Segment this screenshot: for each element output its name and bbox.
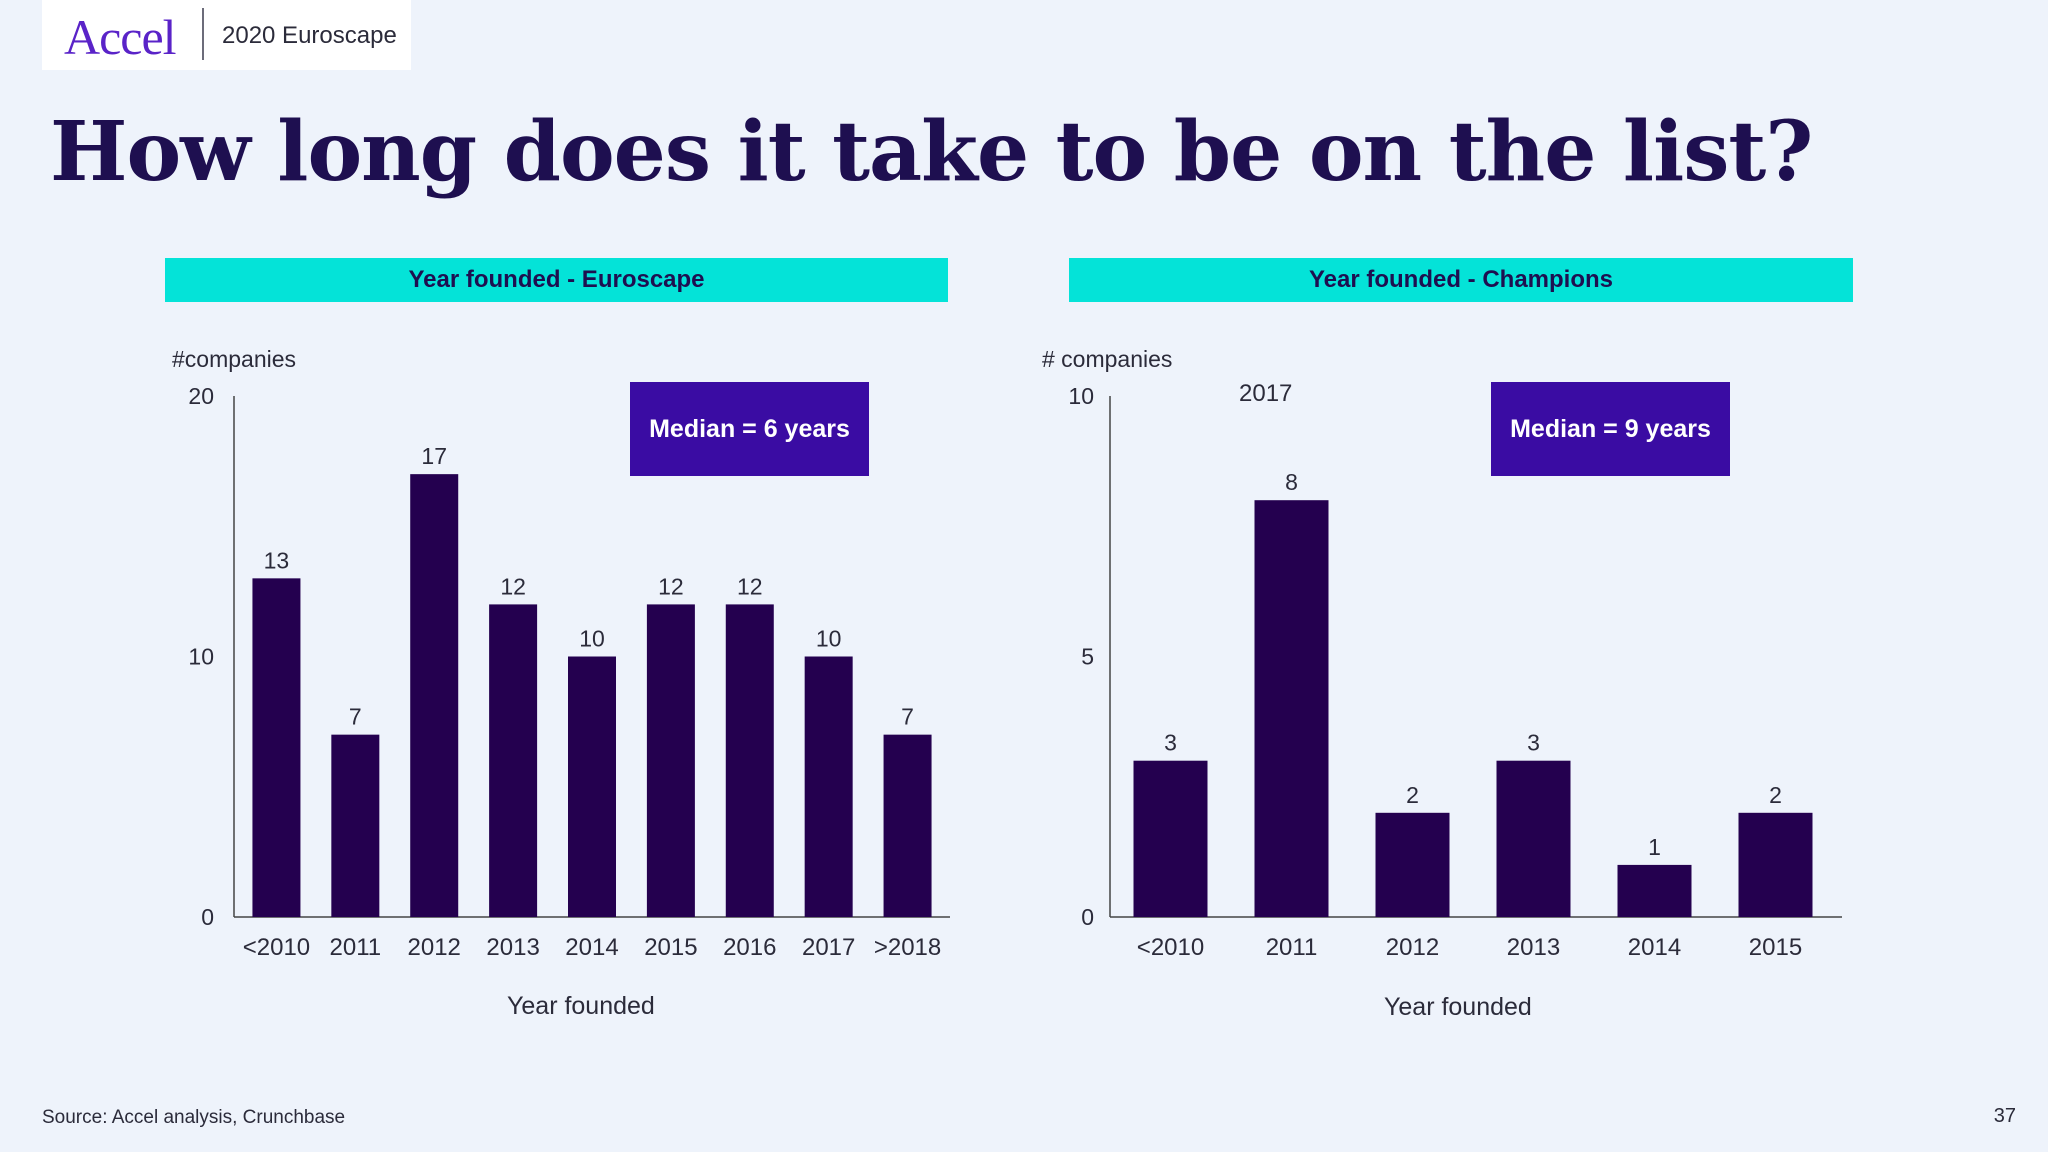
chart-2-x-tick: 2014 (1628, 934, 1681, 961)
chart-1-bar (489, 604, 538, 917)
chart-2-bar (1738, 812, 1813, 917)
chart-1-x-tick: 2012 (408, 934, 461, 961)
chart-1-data-label: 12 (737, 573, 763, 599)
chart-1-x-tick: 2017 (802, 934, 855, 961)
chart-2-data-label: 3 (1527, 730, 1540, 756)
chart-1-data-label: 10 (579, 626, 605, 652)
header-divider (202, 8, 204, 60)
chart-1-x-tick: 2014 (565, 934, 618, 961)
chart-1-bar (331, 734, 380, 917)
chart-2-bar (1617, 864, 1692, 917)
chart-1-bar (410, 474, 459, 917)
chart-2-data-label: 8 (1285, 469, 1298, 495)
chart-2-bar (1375, 812, 1450, 917)
chart-1-bar (725, 604, 774, 917)
chart-1-data-label: 13 (264, 547, 290, 573)
chart-1-y-tick: 10 (188, 644, 214, 670)
chart-2-data-label: 2 (1769, 782, 1782, 808)
chart-1-x-tick: <2010 (243, 934, 310, 961)
chart-2-data-label: 1 (1648, 834, 1661, 860)
chart-2-x-tick: <2010 (1137, 934, 1204, 961)
chart-2-x-tick: 2013 (1507, 934, 1560, 961)
chart-1-median-box: Median = 6 years (630, 382, 869, 476)
footer-source: Source: Accel analysis, Crunchbase (42, 1107, 346, 1128)
chart-2-y-tick: 10 (1068, 383, 1094, 409)
chart-1-data-label: 12 (658, 573, 684, 599)
chart-2-median-box: Median = 9 years (1491, 382, 1730, 476)
chart-2-xlabel: Year founded (1384, 993, 1532, 1021)
chart-1-title-banner: Year founded - Euroscape (165, 258, 948, 302)
chart-1-ylabel: #companies (172, 346, 297, 372)
chart-1-x-tick: 2011 (330, 934, 382, 961)
chart-2-x-tick: 2011 (1266, 934, 1318, 961)
header-box (42, 0, 411, 70)
chart-1-data-label: 12 (500, 573, 526, 599)
chart-2-x-tick: 2012 (1386, 934, 1439, 961)
chart-1-bar (883, 734, 932, 917)
chart-1-bar (252, 578, 301, 917)
accel-logo: Accel (64, 9, 177, 65)
chart-2-bar (1496, 760, 1571, 917)
chart-1-bar (804, 656, 853, 917)
chart-1-x-tick: 2016 (723, 934, 776, 961)
chart-1-data-label: 10 (816, 626, 842, 652)
chart-1-x-tick: 2013 (486, 934, 539, 961)
chart-1-xlabel: Year founded (507, 992, 655, 1020)
chart-2-data-label: 2 (1406, 782, 1419, 808)
chart-2-title-banner: Year founded - Champions (1069, 258, 1853, 302)
chart-1-bar (568, 656, 616, 917)
chart-2-data-label: 3 (1164, 730, 1177, 756)
chart-2-bar (1254, 500, 1329, 917)
chart-2-y-tick: 0 (1081, 904, 1094, 930)
deck-name: 2020 Euroscape (222, 22, 397, 49)
chart-1-y-tick: 20 (188, 383, 214, 409)
page-number: 37 (1993, 1105, 2016, 1127)
chart-2-x-tick: 2015 (1749, 934, 1802, 961)
chart-1-data-label: 7 (901, 704, 914, 730)
chart-1-x-tick: 2015 (644, 934, 697, 961)
chart-2-ylabel: # companies (1042, 346, 1173, 372)
chart-2-bar (1133, 760, 1208, 917)
chart-1-y-tick: 0 (201, 904, 214, 930)
chart-2-stray-label: 2017 (1239, 380, 1293, 407)
chart-1-data-label: 17 (421, 443, 447, 469)
slide-title: How long does it take to be on the list? (50, 104, 1813, 200)
chart-2-y-tick: 5 (1081, 644, 1094, 670)
chart-1-bar (646, 604, 695, 917)
chart-1-data-label: 7 (349, 704, 362, 730)
chart-1-x-tick: >2018 (874, 934, 941, 961)
